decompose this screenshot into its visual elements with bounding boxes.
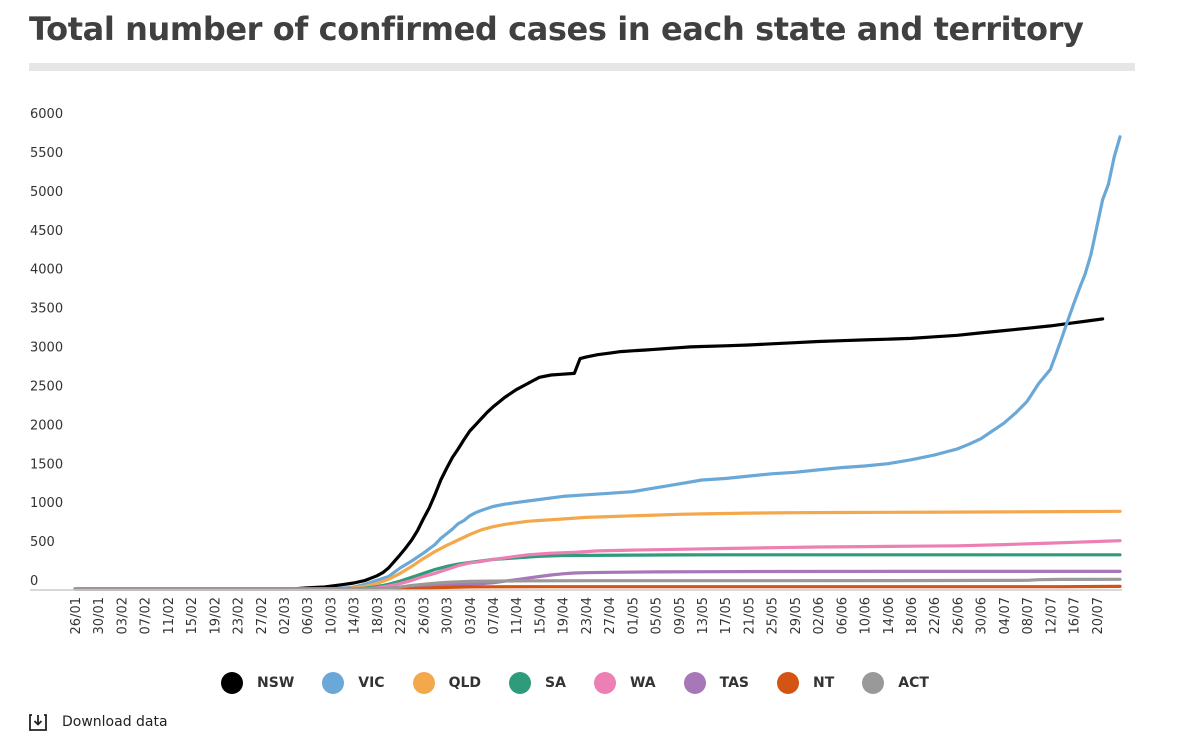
legend-label: WA — [629, 675, 656, 691]
download-data-label: Download data — [62, 714, 168, 730]
x-tick-label: 10/03 — [324, 597, 339, 634]
series-line-nt — [73, 584, 1122, 591]
legend: NSW VIC QLD SA WA TAS NT ACT — [0, 672, 1150, 694]
legend-label: VIC — [358, 675, 385, 691]
legend-swatch — [221, 672, 244, 694]
y-tick-label: 2000 — [30, 418, 63, 433]
legend-label: NSW — [257, 675, 295, 691]
x-tick-label: 23/02 — [232, 597, 247, 634]
y-axis-ticks: 0 500 1000 1500 2000 2500 3000 3500 4000 4500 5000… — [30, 107, 63, 589]
x-tick-label: 27/02 — [255, 597, 270, 634]
legend-item-qld: QLD — [412, 672, 482, 694]
x-tick-label: 12/07 — [1044, 597, 1059, 634]
x-tick-label: 19/02 — [208, 597, 223, 634]
x-tick-label: 05/05 — [650, 597, 665, 634]
x-tick-label: 03/02 — [115, 597, 130, 634]
x-tick-label: 15/04 — [533, 597, 548, 634]
x-tick-label: 22/06 — [928, 597, 943, 634]
x-tick-label: 29/05 — [789, 597, 804, 634]
legend-swatch — [412, 672, 435, 694]
chart-title: Total number of confirmed cases in each … — [29, 10, 1084, 48]
legend-label: QLD — [448, 675, 482, 691]
x-tick-label: 11/04 — [510, 597, 525, 634]
legend-label: NT — [813, 675, 835, 691]
x-tick-label: 26/06 — [951, 597, 966, 634]
legend-swatch — [509, 672, 532, 694]
x-tick-label: 18/03 — [371, 597, 386, 634]
x-tick-label: 13/05 — [696, 597, 711, 634]
x-tick-label: 30/01 — [92, 597, 107, 634]
x-tick-label: 17/05 — [719, 597, 734, 634]
legend-swatch — [777, 672, 800, 694]
x-tick-label: 08/07 — [1021, 597, 1036, 634]
legend-item-wa: WA — [593, 672, 656, 694]
series-line-act — [73, 577, 1122, 591]
legend-item-nsw: NSW — [221, 672, 294, 694]
legend-swatch — [593, 672, 616, 694]
legend-item-nt: NT — [777, 672, 834, 694]
x-tick-label: 21/05 — [742, 597, 757, 634]
x-tick-label: 07/04 — [487, 597, 502, 634]
legend-label: SA — [545, 675, 566, 691]
y-tick-label: 2500 — [30, 379, 63, 394]
x-tick-label: 14/06 — [882, 597, 897, 634]
y-tick-label: 3000 — [30, 341, 63, 356]
y-tick-label: 5500 — [30, 146, 63, 161]
legend-swatch — [322, 672, 345, 694]
x-tick-label: 16/07 — [1068, 597, 1083, 634]
x-axis-ticks: 26/01 30/01 03/02 07/02 11/02 15/02 19/02 23/02… — [69, 597, 1106, 634]
x-tick-label: 06/03 — [301, 597, 316, 634]
y-tick-label: 6000 — [30, 107, 63, 122]
x-tick-label: 03/04 — [464, 597, 479, 634]
y-tick-label: 4500 — [30, 224, 63, 239]
x-tick-label: 09/05 — [673, 597, 688, 634]
series-line-qld — [73, 509, 1122, 591]
x-tick-label: 18/06 — [905, 597, 920, 634]
download-icon — [29, 714, 47, 731]
x-tick-label: 07/02 — [139, 597, 154, 634]
legend-item-act: ACT — [862, 672, 929, 694]
series-line-wa — [73, 539, 1122, 591]
y-tick-label: 1000 — [30, 496, 63, 511]
x-tick-label: 20/07 — [1091, 597, 1106, 634]
x-tick-label: 11/02 — [162, 597, 177, 634]
y-tick-label: 500 — [30, 535, 55, 550]
series-line-nsw — [73, 317, 1105, 591]
x-tick-label: 10/06 — [859, 597, 874, 634]
x-tick-label: 01/05 — [626, 597, 641, 634]
series-line-vic — [73, 135, 1122, 591]
x-tick-label: 27/04 — [603, 597, 618, 634]
legend-swatch — [683, 672, 706, 694]
legend-swatch — [862, 672, 885, 694]
x-tick-label: 30/06 — [975, 597, 990, 634]
download-data-button[interactable]: Download data — [28, 712, 168, 732]
legend-label: TAS — [719, 675, 750, 691]
x-tick-label: 23/04 — [580, 597, 595, 634]
series-lines — [73, 135, 1122, 591]
line-chart: 0 500 1000 1500 2000 2500 3000 3500 4000 4500 5000… — [30, 107, 1122, 634]
x-tick-label: 19/04 — [557, 597, 572, 634]
y-tick-label: 4000 — [30, 263, 63, 278]
x-tick-label: 04/07 — [998, 597, 1013, 634]
title-divider — [29, 63, 1135, 71]
legend-item-vic: VIC — [322, 672, 385, 694]
y-tick-label: 3500 — [30, 302, 63, 317]
x-tick-label: 25/05 — [766, 597, 781, 634]
x-tick-label: 26/01 — [69, 597, 84, 634]
x-tick-label: 02/06 — [812, 597, 827, 634]
x-tick-label: 26/03 — [417, 597, 432, 634]
x-tick-label: 22/03 — [394, 597, 409, 634]
legend-label: ACT — [898, 675, 929, 691]
legend-item-tas: TAS — [683, 672, 750, 694]
x-tick-label: 02/03 — [278, 597, 293, 634]
x-tick-label: 14/03 — [348, 597, 363, 634]
y-tick-label: 5000 — [30, 185, 63, 200]
x-tick-label: 15/02 — [185, 597, 200, 634]
y-tick-label: 1500 — [30, 457, 63, 472]
x-tick-label: 30/03 — [441, 597, 456, 634]
legend-item-sa: SA — [509, 672, 566, 694]
x-tick-label: 06/06 — [835, 597, 850, 634]
y-tick-label: 0 — [30, 574, 38, 589]
